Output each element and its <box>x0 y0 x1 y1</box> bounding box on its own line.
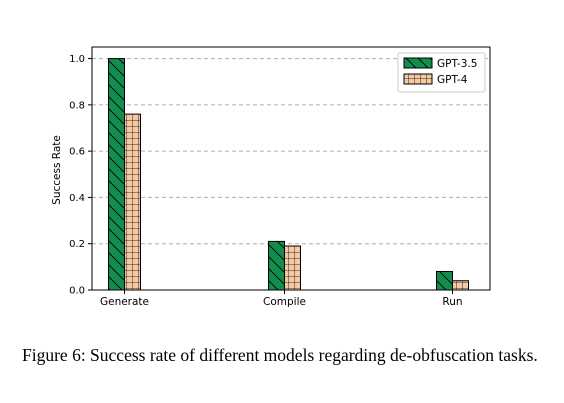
grid-lines <box>92 58 490 245</box>
legend-label: GPT-4 <box>437 74 468 86</box>
legend-swatch <box>403 57 433 69</box>
y-tick-label: 1.0 <box>69 54 85 65</box>
bar-gpt-3-5-generate <box>108 58 125 291</box>
legend-label: GPT-3.5 <box>437 58 477 70</box>
y-tick-label: 0.2 <box>69 239 85 250</box>
x-tick-label: Generate <box>100 296 149 308</box>
figure-caption: Figure 6: Success rate of different mode… <box>22 345 538 365</box>
plot-frame <box>91 46 491 291</box>
bar-gpt-4-generate <box>124 113 141 291</box>
y-axis-label: Success Rate <box>51 135 63 205</box>
bar-gpt-3-5-run <box>436 270 453 291</box>
bar-gpt-4-run <box>452 280 469 291</box>
bars <box>108 58 469 291</box>
bar-chart: 0.0 0.2 0.4 0.6 0.8 1.0 Generate Compile Run Suc… <box>51 46 491 308</box>
y-tick-label: 0.8 <box>69 100 85 111</box>
x-tick-label: Compile <box>263 296 306 308</box>
legend: GPT-3.5 GPT-4 <box>397 52 486 93</box>
y-tick-label: 0.4 <box>69 193 85 204</box>
x-tick-label: Run <box>442 296 462 308</box>
legend-swatch <box>403 73 433 85</box>
bar-gpt-4-compile <box>284 245 301 291</box>
y-tick-label: 0.6 <box>69 147 85 158</box>
axes: 0.0 0.2 0.4 0.6 0.8 1.0 Generate Compile Run <box>69 54 462 308</box>
bar-gpt-3-5-compile <box>268 240 285 291</box>
y-tick-label: 0.0 <box>69 286 85 297</box>
